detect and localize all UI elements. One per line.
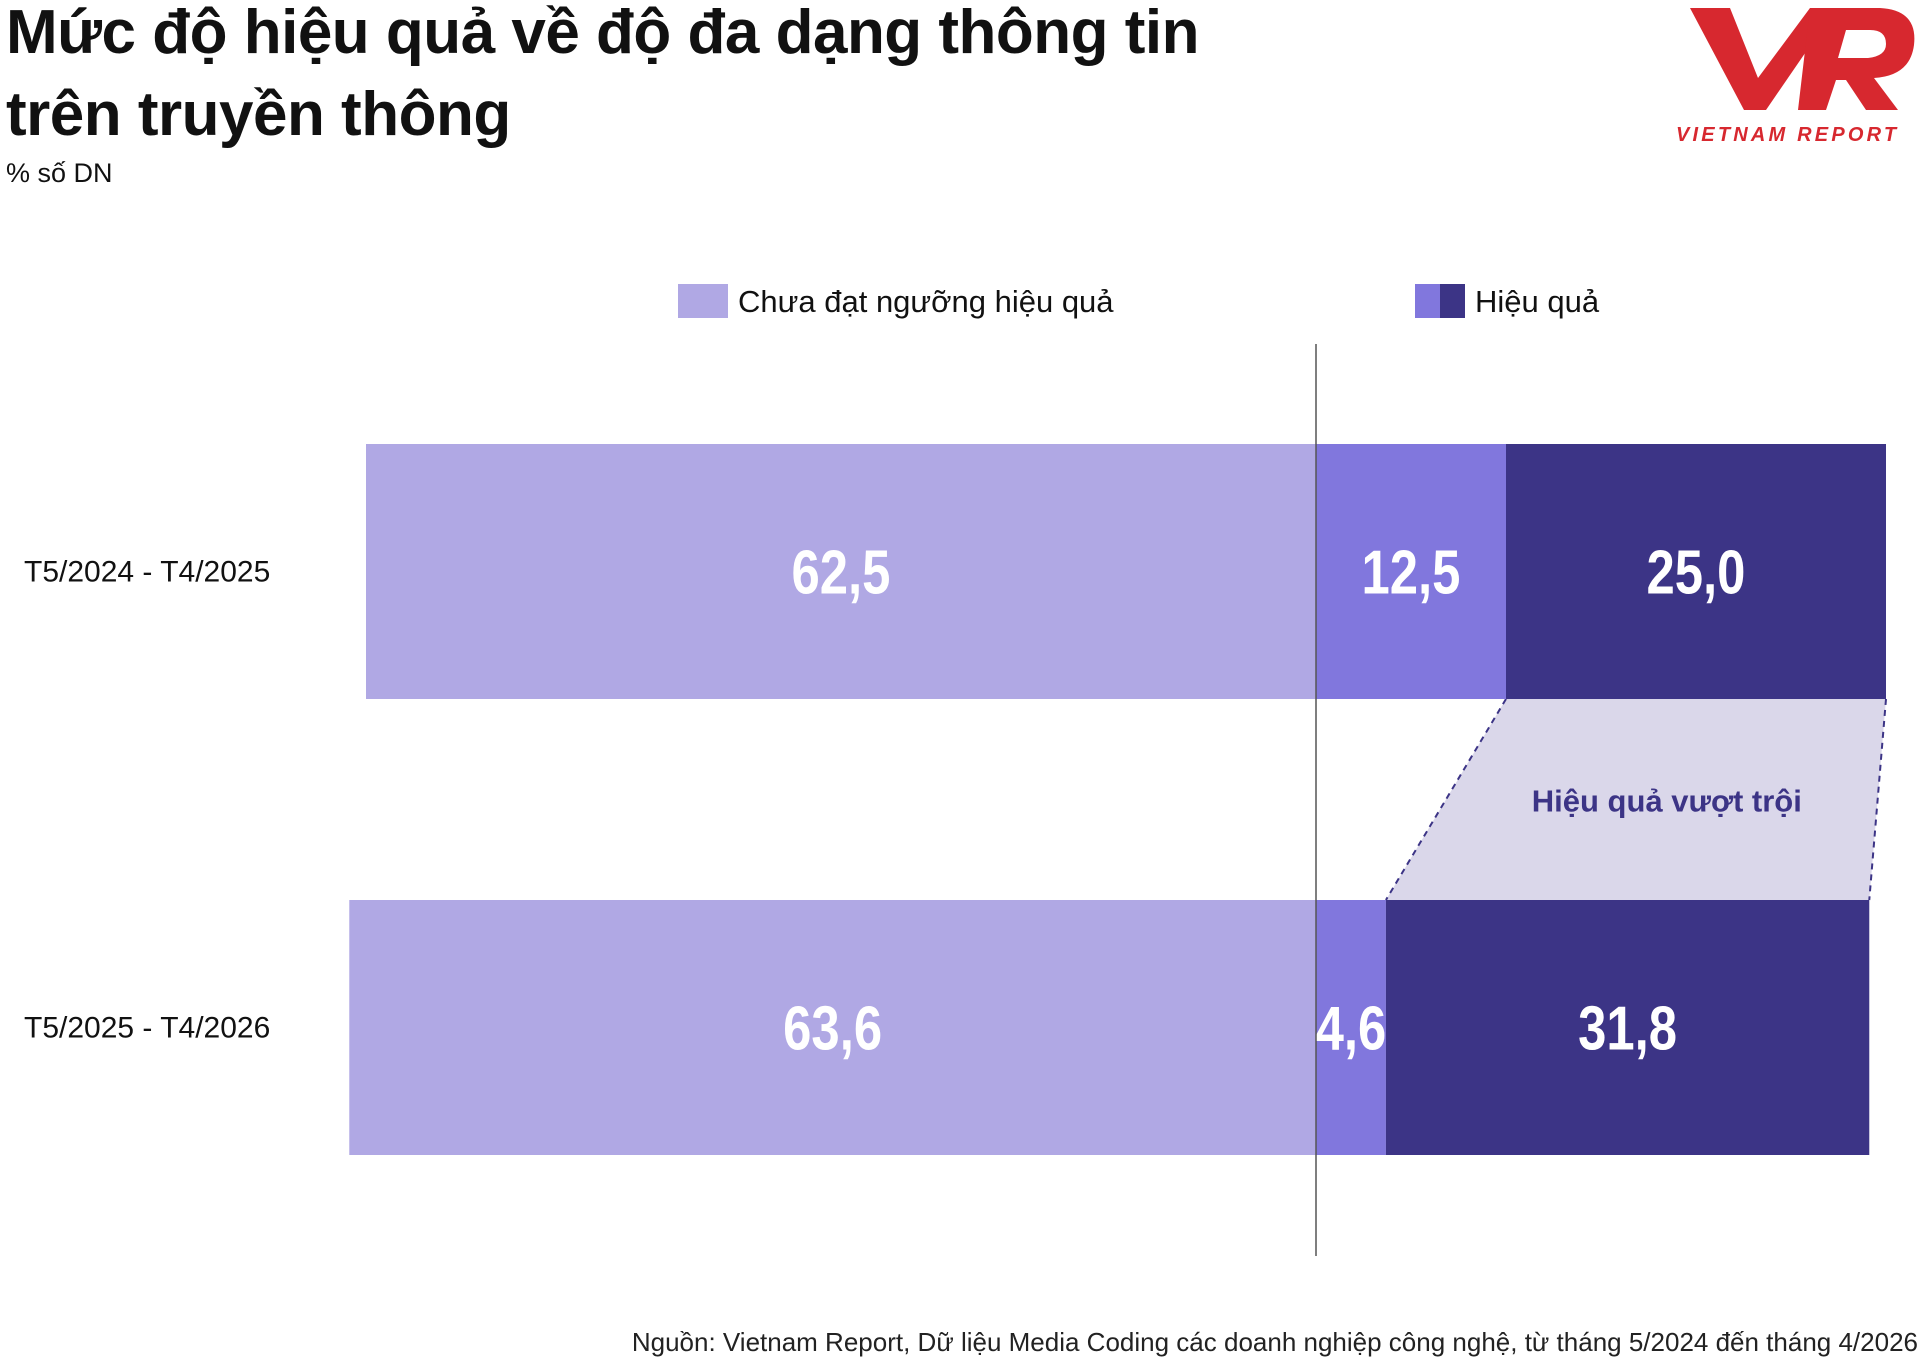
bar-label-0-series-1: 12,5 <box>1362 539 1461 608</box>
bar-label-1-series-0: 63,6 <box>783 995 882 1064</box>
chart-title: Mức độ hiệu quả về độ đa dạng thông tin … <box>6 0 1200 149</box>
bar-1-series-2 <box>1385 900 1870 1155</box>
bar-0-series-1 <box>1316 444 1506 699</box>
bar-0-series-0 <box>366 444 1316 699</box>
legend-label-0: Chưa đạt ngưỡng hiệu quả <box>738 284 1114 319</box>
vnr-logo-mark <box>1690 8 1915 110</box>
annotation-connector-right <box>1868 698 1887 901</box>
vnr-logo: VIETNAM REPORT <box>1660 0 1920 160</box>
chart-unit-label: % số DN <box>6 158 113 188</box>
category-label-0: T5/2024 - T4/2025 <box>24 556 270 589</box>
legend-swatch-1-1 <box>1440 284 1465 318</box>
legend-label-1: Hiệu quả <box>1475 284 1600 319</box>
bar-1-series-1 <box>1316 900 1386 1155</box>
bar-label-1-series-1: 4,6 <box>1316 995 1387 1064</box>
bar-1-series-0 <box>349 900 1316 1155</box>
annotation-band <box>1385 699 1886 900</box>
bar-label-0-series-0: 62,5 <box>792 539 891 608</box>
legend-swatch-1-0 <box>1415 284 1440 318</box>
category-label-1: T5/2025 - T4/2026 <box>24 1012 270 1045</box>
annotation-label: Hiệu quả vượt trội <box>1532 784 1802 819</box>
legend-swatch-0-0 <box>678 284 728 318</box>
source-note: Nguồn: Vietnam Report, Dữ liệu Media Cod… <box>631 1327 1918 1357</box>
vnr-logo-caption: VIETNAM REPORT <box>1676 124 1900 146</box>
bar-label-1-series-2: 31,8 <box>1578 995 1677 1064</box>
bar-0-series-2 <box>1506 444 1886 699</box>
bar-label-0-series-2: 25,0 <box>1647 539 1746 608</box>
